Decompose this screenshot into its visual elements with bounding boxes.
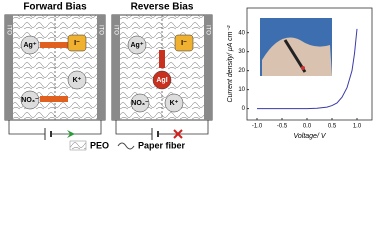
y-tick-label: 0 <box>242 106 246 112</box>
electrode <box>112 15 120 120</box>
ion-label: Ag⁺ <box>130 42 143 49</box>
ion <box>67 70 87 90</box>
ion-label: K⁺ <box>73 77 82 84</box>
ion-label: AgI <box>156 77 167 84</box>
current-arrow <box>67 130 75 138</box>
ion <box>174 34 194 52</box>
ion-flow-arrow <box>159 50 165 68</box>
figure: Forward Bias ITO ITO Ag⁺ I⁻ K⁺ NO₃⁻ Reverse Bia… <box>4 2 373 151</box>
plot-frame <box>246 7 373 121</box>
panel-title: Forward Bias <box>23 2 87 13</box>
ion <box>152 70 172 90</box>
ion-label: I⁻ <box>74 40 80 47</box>
x-tick-label: 0.5 <box>328 124 337 130</box>
electrode-label: ITO <box>97 25 103 35</box>
y-tick-label: 30 <box>238 49 245 55</box>
legend-label: Paper fiber <box>138 140 186 150</box>
electrode <box>97 15 105 120</box>
ion-flow-arrow <box>40 42 68 48</box>
y-tick-label: 20 <box>238 68 245 74</box>
legend-label: PEO <box>90 140 109 150</box>
circuit <box>115 120 209 135</box>
ion <box>164 93 184 113</box>
x-tick-label: 0.0 <box>303 124 312 130</box>
ion <box>127 35 147 55</box>
electrode-label: ITO <box>112 25 118 35</box>
x-axis-label: Voltage/ V <box>293 133 326 140</box>
ion-flow-arrow <box>40 96 68 102</box>
ion-label: K⁺ <box>170 100 179 107</box>
data-line <box>257 28 358 110</box>
electrode-label: ITO <box>204 25 210 35</box>
ion <box>67 34 87 52</box>
legend-swatch <box>117 142 135 150</box>
y-axis-label: Current density/ μA cm⁻² <box>227 25 234 103</box>
panel-title: Reverse Bias <box>131 2 194 13</box>
y-tick-label: 10 <box>238 87 245 93</box>
legend-swatch <box>69 140 87 151</box>
ion-label: NO₃⁻ <box>21 97 39 104</box>
x-tick-label: 1.0 <box>353 124 362 130</box>
ion-label: NO₃⁻ <box>131 100 149 107</box>
x-tick-label: -1.0 <box>252 124 263 130</box>
ion <box>130 93 150 113</box>
electrode-label: ITO <box>5 25 11 35</box>
electrode <box>204 15 212 120</box>
ion-label: Ag⁺ <box>23 42 36 49</box>
circuit <box>8 120 102 135</box>
ion <box>20 90 40 110</box>
ion <box>20 35 40 55</box>
x-tick-label: -0.5 <box>277 124 288 130</box>
blocked-mark <box>173 129 183 139</box>
inset-photo <box>260 18 332 76</box>
electrode <box>5 15 13 120</box>
ion-label: I⁻ <box>181 40 187 47</box>
y-tick-label: 40 <box>238 30 245 36</box>
